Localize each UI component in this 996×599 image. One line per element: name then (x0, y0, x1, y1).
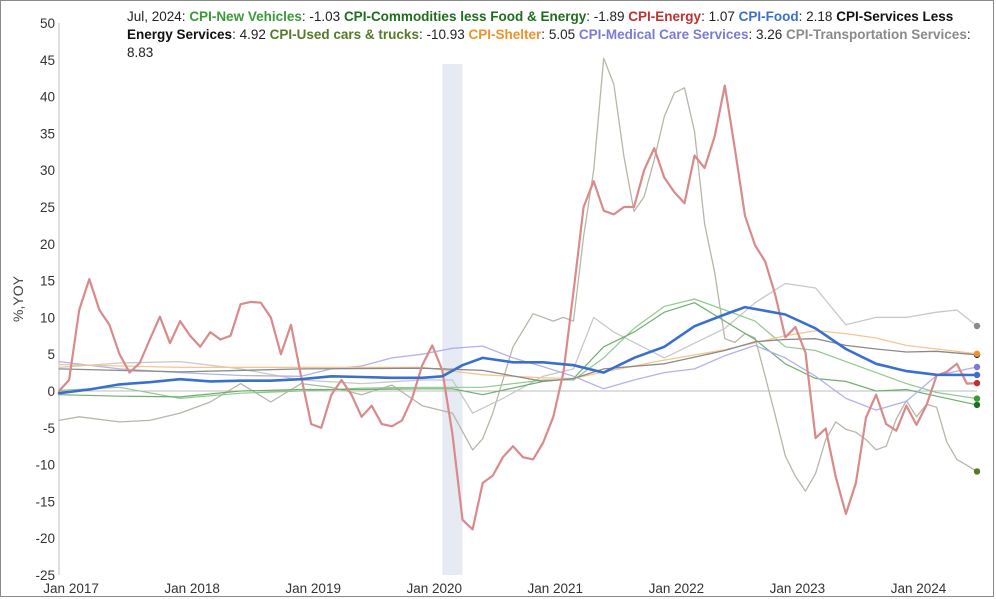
legend-name-core-commodities: CPI-Commodities less Food & Energy (343, 9, 587, 24)
series-line (58, 338, 978, 383)
y-tick-label: -10 (35, 458, 55, 473)
series-end-marker (973, 363, 981, 371)
legend-name-used-cars: CPI-Used cars & trucks (269, 27, 419, 42)
series-end-marker (973, 379, 981, 387)
series-end-marker (973, 371, 981, 379)
series-line (58, 344, 978, 411)
y-tick-label: 25 (40, 200, 55, 215)
series-end-marker (973, 350, 981, 358)
legend-name-food: CPI-Food (738, 9, 799, 24)
series-line (57, 84, 979, 531)
legend-value-shelter: 5.05 (548, 27, 576, 42)
y-tick-label: 15 (40, 274, 55, 289)
legend-name-new-vehicles: CPI-New Vehicles (189, 9, 302, 24)
series-line (58, 298, 978, 400)
series-line (58, 57, 978, 492)
y-tick-label: 40 (40, 90, 55, 105)
x-tick-label: Jan 2017 (43, 581, 99, 596)
legend-value-used-cars: -10.93 (426, 27, 465, 42)
legend-value-transportation: 8.83 (127, 45, 154, 60)
y-tick-label: 50 (40, 16, 55, 31)
x-tick-label: Jan 2023 (770, 581, 826, 596)
y-tick-label: 0 (47, 384, 55, 399)
legend-value-energy: 1.07 (708, 9, 735, 24)
legend-name-core-services: CPI-Services Less Energy Services (127, 9, 954, 42)
y-tick-label: 45 (40, 53, 55, 68)
x-tick-label: Jan 2019 (285, 581, 341, 596)
legend-name-shelter: CPI-Shelter (468, 27, 542, 42)
y-tick-label: -5 (43, 421, 55, 436)
y-tick-label: 35 (40, 126, 55, 141)
series-end-marker (973, 401, 981, 409)
y-tick-label: 10 (40, 310, 55, 325)
y-axis-label: %,YOY (10, 275, 26, 322)
legend-name-energy: CPI-Energy (628, 9, 702, 24)
shaded-region-layer (442, 64, 463, 575)
series-end-marker (973, 395, 981, 402)
legend-value-core-services: 4.92 (239, 27, 266, 42)
chart-legend: Jul, 2024: CPI-New Vehicles: -1.03 CPI-C… (127, 9, 971, 60)
series-layer (57, 57, 979, 531)
shaded-region (442, 64, 463, 575)
series-end-marker (973, 468, 981, 475)
y-tick-label: 5 (47, 347, 55, 362)
x-tick-label: Jan 2018 (164, 581, 220, 596)
y-tick-label: 20 (40, 237, 55, 252)
y-tick-label: -25 (35, 568, 55, 583)
series-end-marker (973, 322, 981, 330)
x-tick-label: Jan 2022 (649, 581, 705, 596)
legend-date: Jul, 2024 (127, 9, 182, 24)
legend-value-new-vehicles: -1.03 (309, 9, 341, 24)
legend-name-transportation: CPI-Transportation Services (786, 27, 967, 42)
end-marker-layer (973, 322, 981, 475)
series-line (58, 329, 978, 380)
series-line (57, 305, 979, 395)
legend-value-core-commodities: -1.89 (593, 9, 625, 24)
legend-value-food: 2.18 (806, 9, 833, 24)
y-tick-label: 30 (40, 163, 55, 178)
y-tick-label: -20 (35, 531, 55, 546)
x-tick-label: Jan 2024 (891, 581, 947, 596)
y-tick-label: -15 (35, 494, 55, 509)
x-tick-label: Jan 2020 (406, 581, 462, 596)
series-line (58, 302, 978, 406)
x-tick-label: Jan 2021 (528, 581, 584, 596)
legend-name-medical-care: CPI-Medical Care Services (578, 27, 749, 42)
legend-value-medical-care: 3.26 (755, 27, 783, 42)
